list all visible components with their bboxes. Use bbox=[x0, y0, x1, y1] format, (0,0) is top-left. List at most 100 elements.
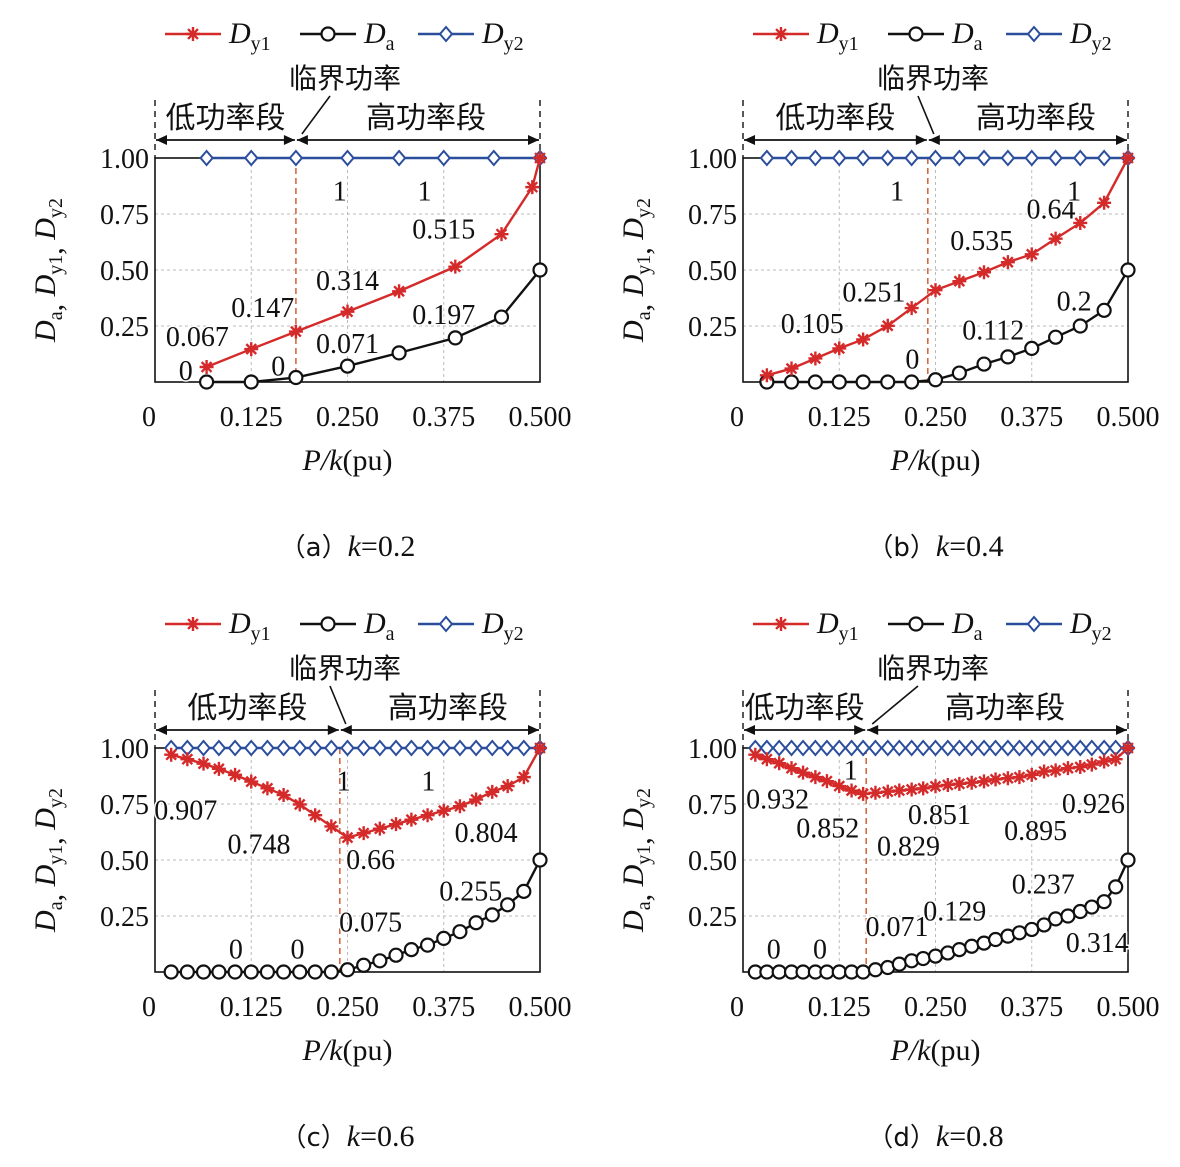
high-power-arrow bbox=[867, 725, 1127, 735]
panel-caption-var: k bbox=[936, 530, 950, 563]
data-point-Da bbox=[259, 964, 276, 980]
data-label: 1 bbox=[844, 755, 858, 786]
data-label: 0.251 bbox=[842, 277, 905, 308]
legend-marker bbox=[774, 27, 788, 41]
legend-label: Dy1 bbox=[816, 607, 859, 645]
high-power-label: 高功率段 bbox=[388, 691, 508, 726]
data-point-Dy2 bbox=[771, 739, 787, 757]
data-point-Da bbox=[915, 950, 931, 967]
data-point-Dy1 bbox=[1084, 757, 1099, 772]
y-tick-label: 1.00 bbox=[100, 144, 149, 175]
data-point-Da bbox=[867, 962, 884, 978]
legend: Dy1 Da Dy2 bbox=[165, 17, 524, 55]
data-point-Dy2 bbox=[324, 739, 339, 757]
data-point-Da bbox=[855, 964, 871, 980]
data-point-Dy2 bbox=[452, 739, 468, 757]
panel-caption-var: k bbox=[347, 1120, 361, 1153]
series-Dy1 bbox=[164, 741, 547, 845]
x-axis-label: P/k(pu) bbox=[302, 1034, 393, 1067]
data-point-Dy1 bbox=[819, 774, 834, 789]
data-point-Dy2 bbox=[404, 739, 419, 757]
data-point-Dy2 bbox=[260, 739, 275, 757]
y-tick-label: 0.25 bbox=[688, 312, 737, 343]
data-point-Dy2 bbox=[227, 739, 243, 757]
legend-item-Dy2: Dy2 bbox=[1006, 17, 1112, 55]
data-point-Dy2 bbox=[243, 739, 259, 757]
data-point-Da bbox=[951, 365, 967, 381]
critical-power-label: 临界功率 bbox=[289, 652, 401, 685]
legend-item-Da: Da bbox=[300, 607, 395, 645]
series-Da bbox=[747, 852, 1136, 980]
low-power-arrow bbox=[744, 725, 866, 735]
arrow-head-left bbox=[744, 135, 755, 145]
y-axis-label-var: D bbox=[617, 910, 650, 933]
data-point-Dy1 bbox=[808, 351, 823, 366]
series-Da bbox=[198, 262, 548, 390]
y-tick-label: 0.75 bbox=[100, 790, 149, 821]
data-point-Dy2 bbox=[307, 739, 323, 757]
y-axis-label-sep: , bbox=[36, 886, 69, 901]
data-point-Dy1 bbox=[1060, 761, 1075, 776]
data-point-Dy1 bbox=[500, 779, 515, 794]
data-label: 0.804 bbox=[455, 818, 518, 849]
data-point-Da bbox=[1096, 302, 1112, 318]
y-axis-label-var: D bbox=[29, 864, 62, 887]
data-point-Dy2 bbox=[808, 149, 823, 167]
data-point-Da bbox=[927, 372, 944, 388]
data-point-Da bbox=[1048, 911, 1064, 927]
data-point-Dy2 bbox=[436, 149, 452, 167]
data-point-Da bbox=[388, 947, 404, 963]
data-point-Dy1 bbox=[759, 368, 774, 383]
panel-caption-prefix: （b） bbox=[867, 533, 936, 563]
data-point-Da bbox=[323, 964, 339, 980]
data-point-Da bbox=[500, 897, 516, 913]
x-axis-label: P/k(pu) bbox=[890, 1034, 981, 1067]
data-point-Dy2 bbox=[976, 149, 992, 167]
data-label: 0 bbox=[767, 935, 781, 966]
data-label: 0.105 bbox=[781, 309, 844, 340]
data-label: 0.112 bbox=[962, 315, 1024, 346]
data-point-Dy1 bbox=[324, 819, 339, 834]
x-axis-label-var: P/k bbox=[302, 444, 344, 477]
y-axis-label-sub: y1 bbox=[45, 845, 67, 865]
legend-label: Da bbox=[951, 17, 983, 55]
x-axis-label: P/k(pu) bbox=[302, 444, 393, 477]
data-point-Dy1 bbox=[516, 770, 531, 785]
data-point-Da bbox=[227, 964, 243, 980]
data-point-Dy1 bbox=[1073, 215, 1088, 230]
data-point-Dy2 bbox=[784, 739, 799, 757]
panel-caption: （a）k=0.2 bbox=[280, 530, 416, 563]
arrow-head-right bbox=[327, 725, 339, 735]
data-point-Da bbox=[307, 964, 323, 980]
y-axis-label-var: D bbox=[617, 218, 650, 241]
data-point-Dy2 bbox=[988, 739, 1003, 757]
legend-label-sub: y1 bbox=[839, 623, 859, 645]
low-power-label: 低功率段 bbox=[187, 691, 307, 726]
legend: Dy1 Da Dy2 bbox=[165, 607, 524, 645]
y-tick-label: 0.50 bbox=[100, 846, 149, 877]
data-point-Dy1 bbox=[392, 284, 407, 299]
y-tick-label: 1.00 bbox=[688, 734, 737, 765]
data-point-Dy2 bbox=[904, 739, 919, 757]
legend-label-sub: y2 bbox=[1092, 623, 1112, 645]
series-line-Da bbox=[766, 269, 1130, 384]
data-point-Dy1 bbox=[389, 817, 404, 832]
arrow-head-left bbox=[296, 135, 308, 145]
data-label: 1 bbox=[421, 767, 435, 798]
data-point-Dy2 bbox=[243, 149, 259, 167]
data-point-Dy1 bbox=[533, 741, 547, 755]
critical-arrow bbox=[917, 95, 935, 135]
data-point-Dy1 bbox=[1108, 752, 1123, 767]
panel-caption: （b）k=0.4 bbox=[867, 530, 1003, 563]
legend-label-sub: y2 bbox=[504, 33, 524, 55]
data-point-Dy1 bbox=[1073, 760, 1088, 775]
data-point-Dy2 bbox=[952, 149, 967, 167]
data-point-Dy2 bbox=[276, 739, 291, 757]
high-power-label: 高功率段 bbox=[976, 101, 1096, 136]
y-axis-label-sub: a bbox=[45, 901, 67, 910]
data-point-Dy1 bbox=[1000, 255, 1015, 270]
x-axis-label-unit: (pu) bbox=[931, 1034, 981, 1067]
legend-label-sub: y1 bbox=[251, 623, 271, 645]
